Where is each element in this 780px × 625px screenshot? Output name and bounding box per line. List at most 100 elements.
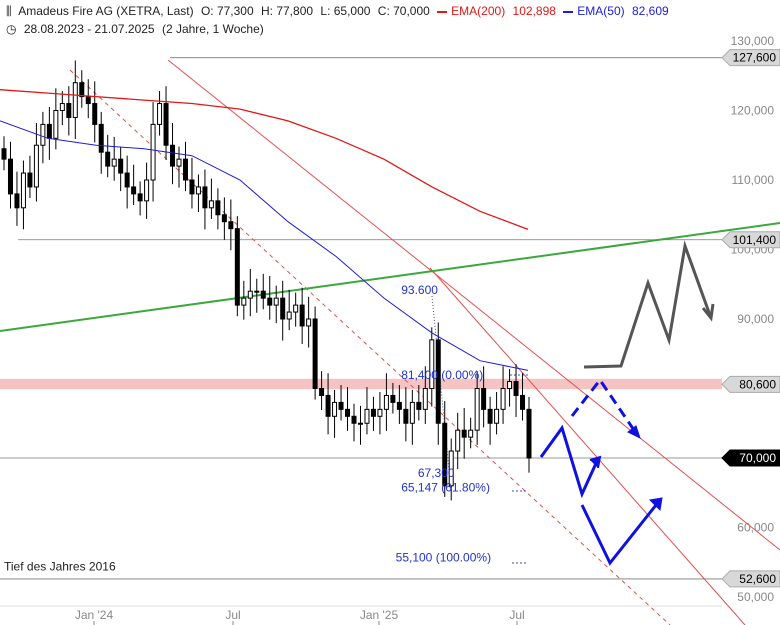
chart-title: Amadeus Fire AG (XETRA, Last) — [18, 4, 194, 18]
ema200-legend-swatch — [437, 10, 448, 13]
channel-mid-line — [429, 267, 746, 625]
candle — [461, 407, 467, 459]
blue-arrowhead-2 — [648, 497, 663, 512]
candle — [228, 199, 234, 251]
candle — [338, 385, 344, 421]
candle-up — [494, 408, 500, 424]
candle-down — [221, 214, 227, 223]
candle-up — [150, 123, 156, 181]
candle — [429, 327, 435, 407]
y-tick-label: 130,000 — [731, 34, 775, 48]
candle — [176, 146, 182, 188]
candle-down — [403, 408, 409, 424]
candle-up — [507, 381, 513, 389]
candle — [403, 387, 409, 442]
candle-up — [157, 103, 163, 125]
ema50-legend-swatch — [563, 10, 574, 13]
y-tick-label: 120,000 — [731, 104, 775, 118]
annotation-label: 55,100 (100.00%) — [396, 551, 491, 565]
candle-up — [72, 82, 78, 118]
price-tag: 70,000 — [721, 449, 780, 467]
candle-down — [118, 158, 124, 174]
candle — [500, 366, 506, 424]
price-tag-box — [721, 570, 780, 588]
candle-down — [520, 394, 526, 410]
candle — [422, 366, 428, 424]
candle — [494, 391, 500, 435]
candle-down — [526, 408, 532, 459]
candle — [182, 141, 188, 192]
candle — [273, 285, 279, 324]
candle — [332, 389, 338, 438]
price-tag: 52,600 — [721, 570, 780, 588]
annotation-label: 81,400 (0.00%) — [401, 368, 483, 382]
candle-down — [27, 172, 33, 188]
candle-up — [474, 388, 480, 431]
y-tick-label: 60,000 — [737, 521, 774, 535]
candle — [345, 387, 351, 431]
candle-down — [234, 228, 240, 306]
price-tag: 80,600 — [721, 375, 780, 393]
blue-dashed-arrowhead — [627, 425, 641, 439]
candle — [144, 162, 150, 219]
candle — [20, 160, 26, 230]
candle — [46, 107, 52, 160]
ema200-value: 102,898 — [512, 4, 556, 18]
candle — [383, 373, 389, 431]
candle-down — [461, 429, 467, 438]
candle — [448, 438, 454, 501]
candle-down — [98, 123, 104, 153]
period-row: ◷ 28.08.2023 - 21.07.2025 (2 Jahre, 1 Wo… — [6, 22, 268, 36]
candle — [370, 396, 376, 431]
candle — [306, 296, 312, 348]
candle — [53, 88, 59, 150]
blue-arrowhead-1 — [589, 455, 602, 469]
candle — [396, 385, 402, 424]
candle — [85, 79, 91, 119]
low-value: L: 65,000 — [320, 4, 371, 18]
time-span: (2 Jahre, 1 Woche) — [161, 22, 264, 36]
candle-down — [105, 151, 111, 167]
candle-down — [481, 388, 487, 410]
channel-lower-dashed-line — [69, 69, 671, 625]
candle-up — [53, 110, 59, 139]
candle-down — [7, 158, 13, 195]
candle — [416, 385, 422, 421]
candle — [299, 287, 305, 345]
candle — [487, 396, 493, 445]
candle-up — [273, 297, 279, 306]
candle-down — [182, 158, 188, 181]
candle — [390, 382, 396, 414]
candle — [1, 136, 7, 171]
candle — [157, 91, 163, 136]
candle — [170, 123, 176, 185]
candle — [137, 181, 143, 216]
ema200-line — [0, 89, 529, 231]
ema50-label: EMA(50) — [577, 4, 625, 18]
candle-up — [377, 408, 383, 417]
candle-up — [59, 103, 65, 112]
candle-down — [170, 144, 176, 167]
candle-down — [1, 148, 7, 160]
candle — [189, 157, 195, 209]
candle — [195, 174, 201, 212]
ema50-line — [0, 120, 529, 371]
candle — [468, 417, 474, 449]
channel-upper-line — [167, 59, 780, 551]
candle — [241, 280, 247, 320]
candle — [105, 134, 111, 178]
gray-projection-arrowhead — [701, 303, 715, 322]
candle — [215, 188, 221, 230]
candle-up — [33, 144, 39, 188]
gray-projection-path — [583, 240, 713, 369]
annotation-label: 93.600 — [401, 283, 438, 297]
candle-down — [85, 96, 91, 105]
candle — [98, 111, 104, 174]
candle — [124, 155, 130, 209]
x-tick-label: Jan '24 — [75, 608, 114, 622]
candle-down — [79, 82, 85, 98]
price-tag-label: 101,400 — [733, 233, 777, 247]
clock-icon: ◷ — [6, 22, 17, 36]
candle — [118, 146, 124, 192]
candle — [442, 401, 448, 497]
